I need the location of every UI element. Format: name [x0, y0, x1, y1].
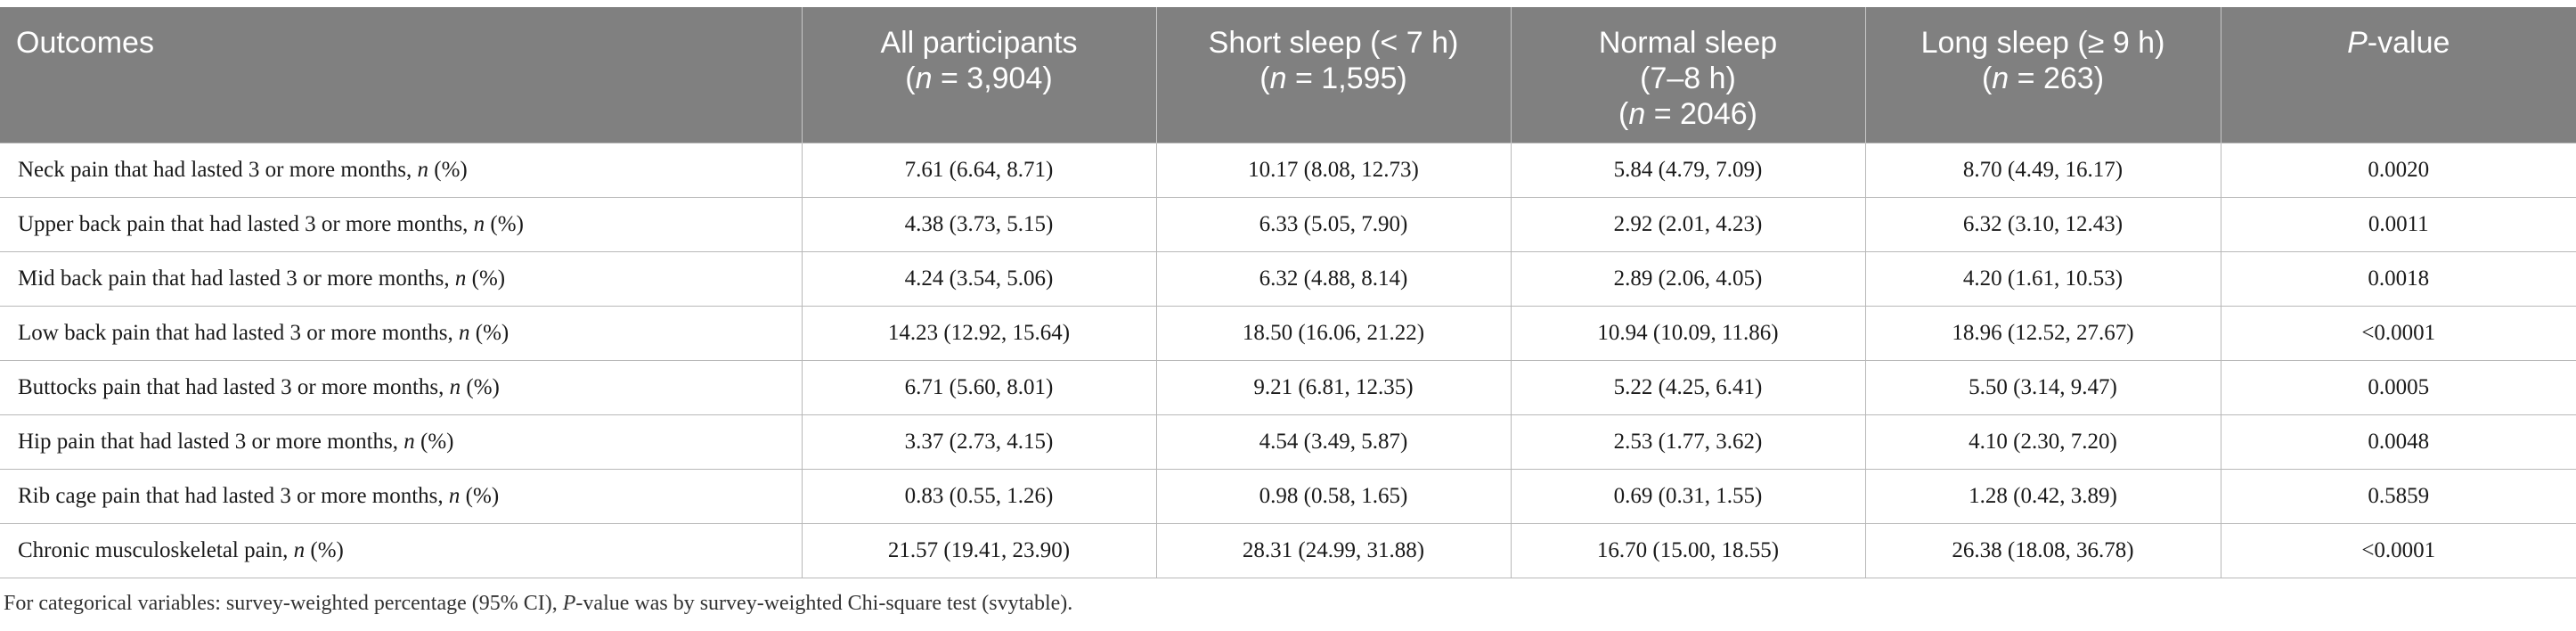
header-normal-range: (7–8 h): [1640, 61, 1736, 95]
header-normal-label: Normal sleep: [1598, 26, 1778, 60]
cell-all: 6.71 (5.60, 8.01): [801, 359, 1156, 414]
table-header: Outcomes All participants (n = 3,904) Sh…: [0, 7, 2576, 143]
header-all-label: All participants: [880, 26, 1078, 60]
table-row: Mid back pain that had lasted 3 or more …: [0, 250, 2576, 306]
header-long-label: Long sleep (≥ 9 h): [1920, 26, 2165, 60]
cell-p-value: <0.0001: [2220, 522, 2576, 578]
row-label: Chronic musculoskeletal pain, n (%): [0, 522, 802, 578]
cell-p-value: 0.0011: [2220, 196, 2576, 251]
header-long-sleep: Long sleep (≥ 9 h) (n = 263): [1864, 7, 2221, 143]
cell-p-value: 0.0020: [2220, 142, 2576, 197]
cell-short: 0.98 (0.58, 1.65): [1155, 468, 1511, 523]
cell-long: 1.28 (0.42, 3.89): [1864, 468, 2221, 523]
cell-long: 18.96 (12.52, 27.67): [1864, 305, 2221, 360]
cell-all: 7.61 (6.64, 8.71): [801, 142, 1156, 197]
cell-long: 26.38 (18.08, 36.78): [1864, 522, 2221, 578]
cell-p-value: 0.0005: [2220, 359, 2576, 414]
cell-long: 6.32 (3.10, 12.43): [1864, 196, 2221, 251]
header-p-value: P-value: [2220, 7, 2576, 143]
cell-normal: 16.70 (15.00, 18.55): [1510, 522, 1865, 578]
row-label: Hip pain that had lasted 3 or more month…: [0, 414, 802, 469]
cell-normal: 2.53 (1.77, 3.62): [1510, 414, 1865, 469]
header-short-n: (n = 1,595): [1259, 61, 1407, 95]
cell-p-value: 0.0048: [2220, 414, 2576, 469]
cell-all: 3.37 (2.73, 4.15): [801, 414, 1156, 469]
header-normal-n: (n = 2046): [1618, 97, 1757, 131]
table-row: Low back pain that had lasted 3 or more …: [0, 305, 2576, 360]
row-label: Low back pain that had lasted 3 or more …: [0, 305, 802, 360]
cell-short: 9.21 (6.81, 12.35): [1155, 359, 1511, 414]
cell-normal: 2.92 (2.01, 4.23): [1510, 196, 1865, 251]
cell-all: 4.24 (3.54, 5.06): [801, 250, 1156, 306]
header-normal-sleep: Normal sleep (7–8 h) (n = 2046): [1510, 7, 1865, 143]
cell-normal: 2.89 (2.06, 4.05): [1510, 250, 1865, 306]
header-outcomes: Outcomes: [0, 7, 802, 143]
cell-all: 21.57 (19.41, 23.90): [801, 522, 1156, 578]
cell-p-value: 0.5859: [2220, 468, 2576, 523]
table-row: Rib cage pain that had lasted 3 or more …: [0, 468, 2576, 523]
cell-short: 28.31 (24.99, 31.88): [1155, 522, 1511, 578]
row-label: Buttocks pain that had lasted 3 or more …: [0, 359, 802, 414]
header-short-sleep: Short sleep (< 7 h) (n = 1,595): [1155, 7, 1511, 143]
row-label: Upper back pain that had lasted 3 or mor…: [0, 196, 802, 251]
cell-short: 6.33 (5.05, 7.90): [1155, 196, 1511, 251]
cell-all: 14.23 (12.92, 15.64): [801, 305, 1156, 360]
table-row: Neck pain that had lasted 3 or more mont…: [0, 142, 2576, 197]
table-row: Buttocks pain that had lasted 3 or more …: [0, 359, 2576, 414]
cell-normal: 10.94 (10.09, 11.86): [1510, 305, 1865, 360]
table-row: Upper back pain that had lasted 3 or mor…: [0, 196, 2576, 251]
header-row: Outcomes All participants (n = 3,904) Sh…: [0, 7, 2576, 143]
results-table-container: Outcomes All participants (n = 3,904) Sh…: [0, 7, 2576, 578]
cell-p-value: 0.0018: [2220, 250, 2576, 306]
row-label: Neck pain that had lasted 3 or more mont…: [0, 142, 802, 197]
cell-short: 4.54 (3.49, 5.87): [1155, 414, 1511, 469]
header-all-n: (n = 3,904): [905, 61, 1053, 95]
cell-short: 6.32 (4.88, 8.14): [1155, 250, 1511, 306]
table-row: Chronic musculoskeletal pain, n (%) 21.5…: [0, 522, 2576, 578]
header-p-label: P-value: [2347, 26, 2450, 60]
cell-normal: 5.84 (4.79, 7.09): [1510, 142, 1865, 197]
header-long-n: (n = 263): [1981, 61, 2105, 95]
cell-long: 8.70 (4.49, 16.17): [1864, 142, 2221, 197]
cell-short: 18.50 (16.06, 21.22): [1155, 305, 1511, 360]
table-footnote: For categorical variables: survey-weight…: [4, 592, 1073, 615]
cell-p-value: <0.0001: [2220, 305, 2576, 360]
cell-long: 4.10 (2.30, 7.20): [1864, 414, 2221, 469]
cell-all: 4.38 (3.73, 5.15): [801, 196, 1156, 251]
cell-long: 5.50 (3.14, 9.47): [1864, 359, 2221, 414]
row-label: Rib cage pain that had lasted 3 or more …: [0, 468, 802, 523]
row-label: Mid back pain that had lasted 3 or more …: [0, 250, 802, 306]
results-table: Outcomes All participants (n = 3,904) Sh…: [0, 7, 2576, 578]
header-all-participants: All participants (n = 3,904): [801, 7, 1156, 143]
cell-all: 0.83 (0.55, 1.26): [801, 468, 1156, 523]
header-outcomes-label: Outcomes: [16, 26, 154, 60]
header-short-label: Short sleep (< 7 h): [1208, 26, 1459, 60]
table-row: Hip pain that had lasted 3 or more month…: [0, 414, 2576, 469]
cell-short: 10.17 (8.08, 12.73): [1155, 142, 1511, 197]
cell-normal: 0.69 (0.31, 1.55): [1510, 468, 1865, 523]
cell-long: 4.20 (1.61, 10.53): [1864, 250, 2221, 306]
cell-normal: 5.22 (4.25, 6.41): [1510, 359, 1865, 414]
table-body: Neck pain that had lasted 3 or more mont…: [0, 142, 2576, 578]
